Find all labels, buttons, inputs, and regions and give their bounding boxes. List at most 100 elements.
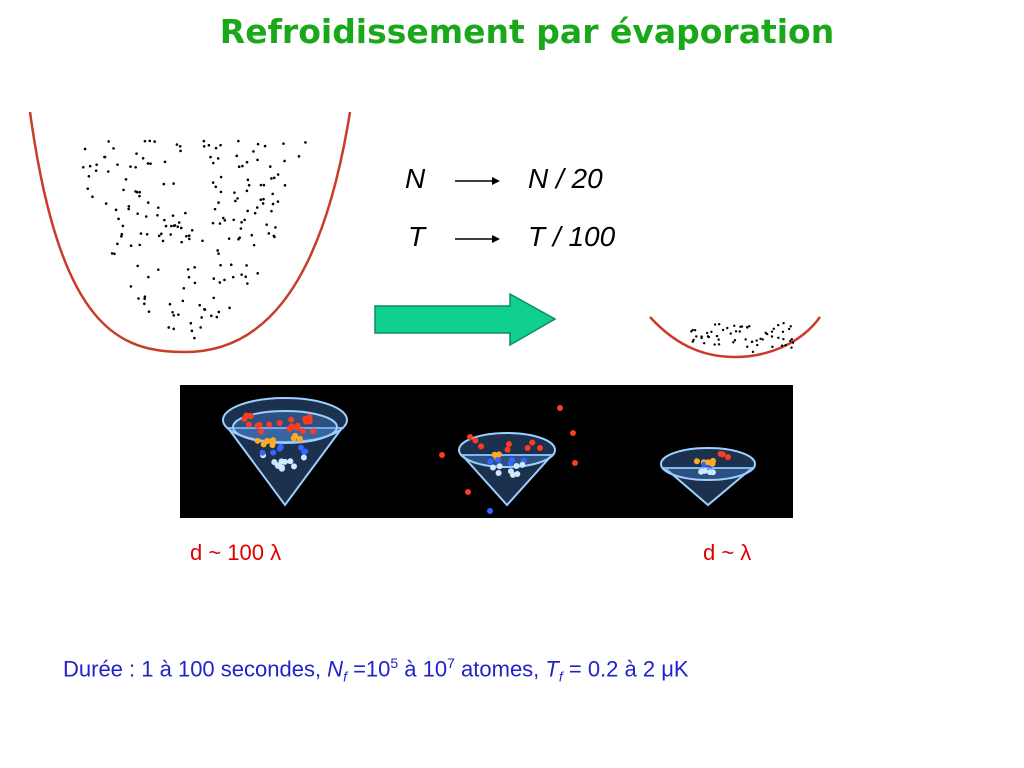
atom: [179, 149, 182, 153]
atom: [120, 235, 123, 238]
atom: [300, 454, 307, 461]
atom: [181, 299, 185, 303]
footer-text: Durée : 1 à 100 secondes,: [63, 656, 328, 682]
atom: [725, 454, 732, 461]
atom: [143, 295, 147, 298]
atom: [268, 165, 272, 168]
large-trap: [28, 111, 352, 354]
atom: [124, 178, 128, 181]
atom: [161, 239, 165, 243]
atom: [755, 339, 758, 342]
atom: [237, 139, 240, 143]
atom: [283, 184, 287, 187]
atom: [189, 321, 193, 325]
atom: [188, 237, 191, 241]
atom: [751, 350, 755, 354]
atom: [156, 213, 159, 217]
footer-text: K: [673, 656, 689, 682]
atom: [217, 252, 220, 256]
atom: [146, 201, 150, 204]
atom: [303, 418, 310, 425]
atom: [693, 458, 700, 465]
atom: [772, 327, 775, 330]
footer-sub: f: [343, 668, 347, 685]
atom: [495, 470, 502, 477]
atom: [514, 470, 521, 477]
atom: [292, 432, 299, 439]
atom: [306, 414, 313, 421]
atom: [263, 144, 267, 148]
atom: [494, 456, 501, 463]
escaping-atom: [570, 430, 576, 436]
atom: [780, 344, 784, 347]
atom: [513, 462, 520, 469]
atom: [141, 156, 145, 160]
atom: [88, 164, 92, 168]
relation-arrows: [455, 177, 500, 243]
escaping-atom: [467, 434, 473, 440]
atom: [247, 413, 254, 420]
atom: [705, 459, 712, 466]
atom: [143, 302, 146, 306]
atom: [163, 218, 166, 222]
atom: [193, 281, 197, 285]
atom: [168, 302, 172, 306]
atom: [215, 315, 219, 319]
arrow-head: [492, 235, 500, 243]
atom: [746, 345, 749, 348]
atom: [245, 421, 252, 428]
atom: [519, 461, 526, 468]
atom: [263, 438, 270, 445]
atom: [244, 275, 248, 279]
atom: [252, 243, 256, 247]
atom: [145, 232, 149, 236]
atom: [239, 227, 243, 230]
atom: [707, 469, 714, 476]
atom: [700, 335, 703, 338]
atom: [269, 437, 276, 444]
atom: [122, 188, 125, 192]
atom: [733, 324, 736, 327]
atom: [187, 234, 191, 238]
atom: [695, 335, 698, 338]
atom: [270, 209, 273, 213]
atom: [791, 341, 795, 344]
atom: [176, 225, 180, 229]
atom: [193, 266, 196, 269]
atom: [245, 160, 249, 164]
atom: [254, 437, 261, 444]
atom: [298, 444, 305, 451]
atom: [129, 285, 133, 288]
atom: [212, 296, 215, 300]
atom: [297, 155, 301, 158]
atom: [698, 468, 705, 475]
escaping-atom: [537, 445, 543, 451]
atom: [748, 325, 751, 328]
atom: [171, 214, 175, 217]
atom: [509, 456, 516, 463]
atom: [212, 277, 216, 280]
atom: [764, 331, 767, 335]
escaping-atom: [439, 452, 445, 458]
atom: [717, 322, 721, 326]
atom: [750, 340, 754, 344]
atom: [211, 221, 215, 225]
atom: [237, 237, 240, 241]
atom: [770, 330, 774, 333]
atom: [717, 343, 721, 346]
atom: [164, 224, 168, 228]
atom: [271, 459, 278, 466]
atom: [270, 177, 273, 180]
atom: [721, 328, 725, 332]
atom: [236, 197, 239, 200]
relation-from: T: [408, 221, 426, 252]
atom: [302, 448, 309, 455]
atom: [276, 445, 283, 452]
atom: [240, 220, 243, 224]
atom: [310, 428, 317, 435]
atom: [246, 209, 249, 213]
atom: [203, 308, 207, 311]
atom: [472, 437, 479, 444]
atom: [233, 191, 236, 194]
